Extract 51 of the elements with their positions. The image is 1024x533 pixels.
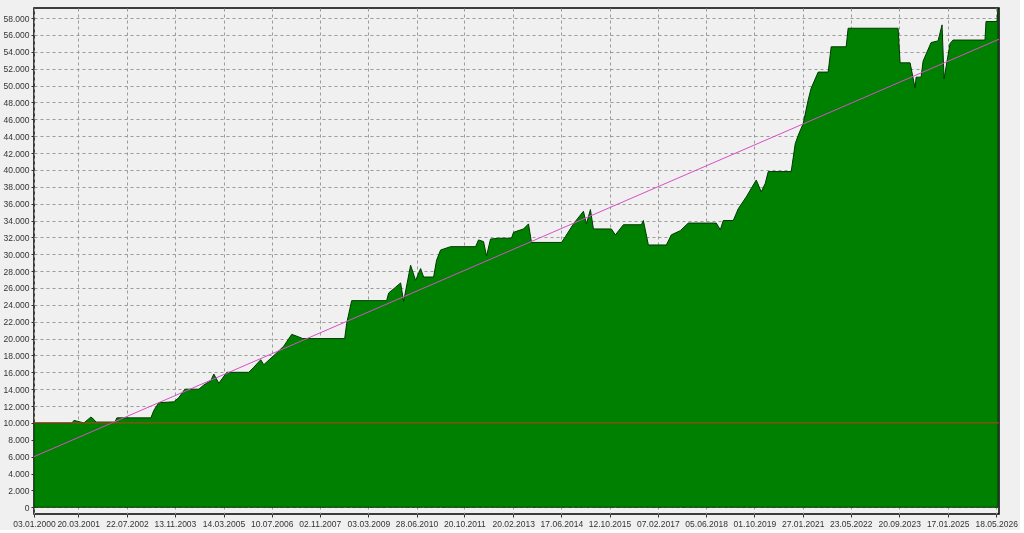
x-tick-label: 01.10.2019 bbox=[733, 518, 777, 529]
y-tick-label: 34.000 bbox=[3, 216, 30, 227]
x-tick-label: 20.09.2023 bbox=[878, 518, 922, 529]
y-tick-label: 44.000 bbox=[3, 131, 30, 142]
x-tick-label: 27.01.2021 bbox=[781, 518, 825, 529]
y-tick-label: 52.000 bbox=[3, 64, 30, 75]
y-tick-label: 10.000 bbox=[3, 418, 30, 429]
y-tick-label: 46.000 bbox=[3, 114, 30, 125]
y-tick-label: 18.000 bbox=[3, 350, 30, 361]
y-tick-label: 16.000 bbox=[3, 367, 30, 378]
x-tick-label: 20.10.2011 bbox=[443, 518, 487, 529]
y-tick-label: 2.000 bbox=[8, 485, 30, 496]
x-tick-label: 28.06.2010 bbox=[395, 518, 439, 529]
x-tick-label: 20.02.2013 bbox=[492, 518, 536, 529]
y-tick-label: 24.000 bbox=[3, 300, 30, 311]
x-tick-label: 03.03.2009 bbox=[347, 518, 391, 529]
y-tick-label: 28.000 bbox=[3, 266, 30, 277]
y-tick-label: 32.000 bbox=[3, 232, 30, 243]
x-tick-label: 18.05.2026 bbox=[975, 518, 1019, 529]
y-tick-label: 36.000 bbox=[3, 199, 30, 210]
x-tick-label: 22.07.2002 bbox=[106, 518, 150, 529]
y-tick-label: 30.000 bbox=[3, 249, 30, 260]
y-tick-label: 58.000 bbox=[3, 13, 30, 24]
y-tick-label: 54.000 bbox=[3, 47, 30, 58]
x-tick-label: 20.03.2001 bbox=[57, 518, 101, 529]
y-tick-label: 22.000 bbox=[3, 317, 30, 328]
y-tick-label: 0 bbox=[24, 502, 30, 513]
x-tick-label: 03.01.2000 bbox=[13, 518, 57, 529]
y-tick-label: 48.000 bbox=[3, 97, 30, 108]
x-tick-label: 23.05.2022 bbox=[829, 518, 873, 529]
y-tick-label: 40.000 bbox=[3, 165, 30, 176]
x-tick-label: 05.06.2018 bbox=[685, 518, 729, 529]
y-tick-label: 26.000 bbox=[3, 283, 30, 294]
x-tick-label: 17.06.2014 bbox=[540, 518, 584, 529]
y-tick-label: 8.000 bbox=[8, 435, 30, 446]
y-tick-label: 50.000 bbox=[3, 81, 30, 92]
x-tick-label: 13.11.2003 bbox=[154, 518, 197, 529]
x-tick-label: 12.10.2015 bbox=[588, 518, 632, 529]
y-tick-label: 14.000 bbox=[3, 384, 30, 395]
x-tick-label: 07.02.2017 bbox=[637, 518, 680, 529]
x-tick-label: 17.01.2025 bbox=[926, 518, 970, 529]
y-tick-label: 12.000 bbox=[3, 401, 30, 412]
y-tick-label: 42.000 bbox=[3, 148, 30, 159]
y-tick-label: 4.000 bbox=[8, 469, 30, 480]
x-tick-label: 02.11.2007 bbox=[299, 518, 342, 529]
y-tick-label: 20.000 bbox=[3, 334, 30, 345]
y-tick-label: 56.000 bbox=[3, 30, 30, 41]
x-tick-label: 10.07.2006 bbox=[250, 518, 294, 529]
y-tick-label: 6.000 bbox=[8, 452, 30, 463]
y-tick-label: 38.000 bbox=[3, 182, 30, 193]
x-tick-label: 14.03.2005 bbox=[202, 518, 246, 529]
